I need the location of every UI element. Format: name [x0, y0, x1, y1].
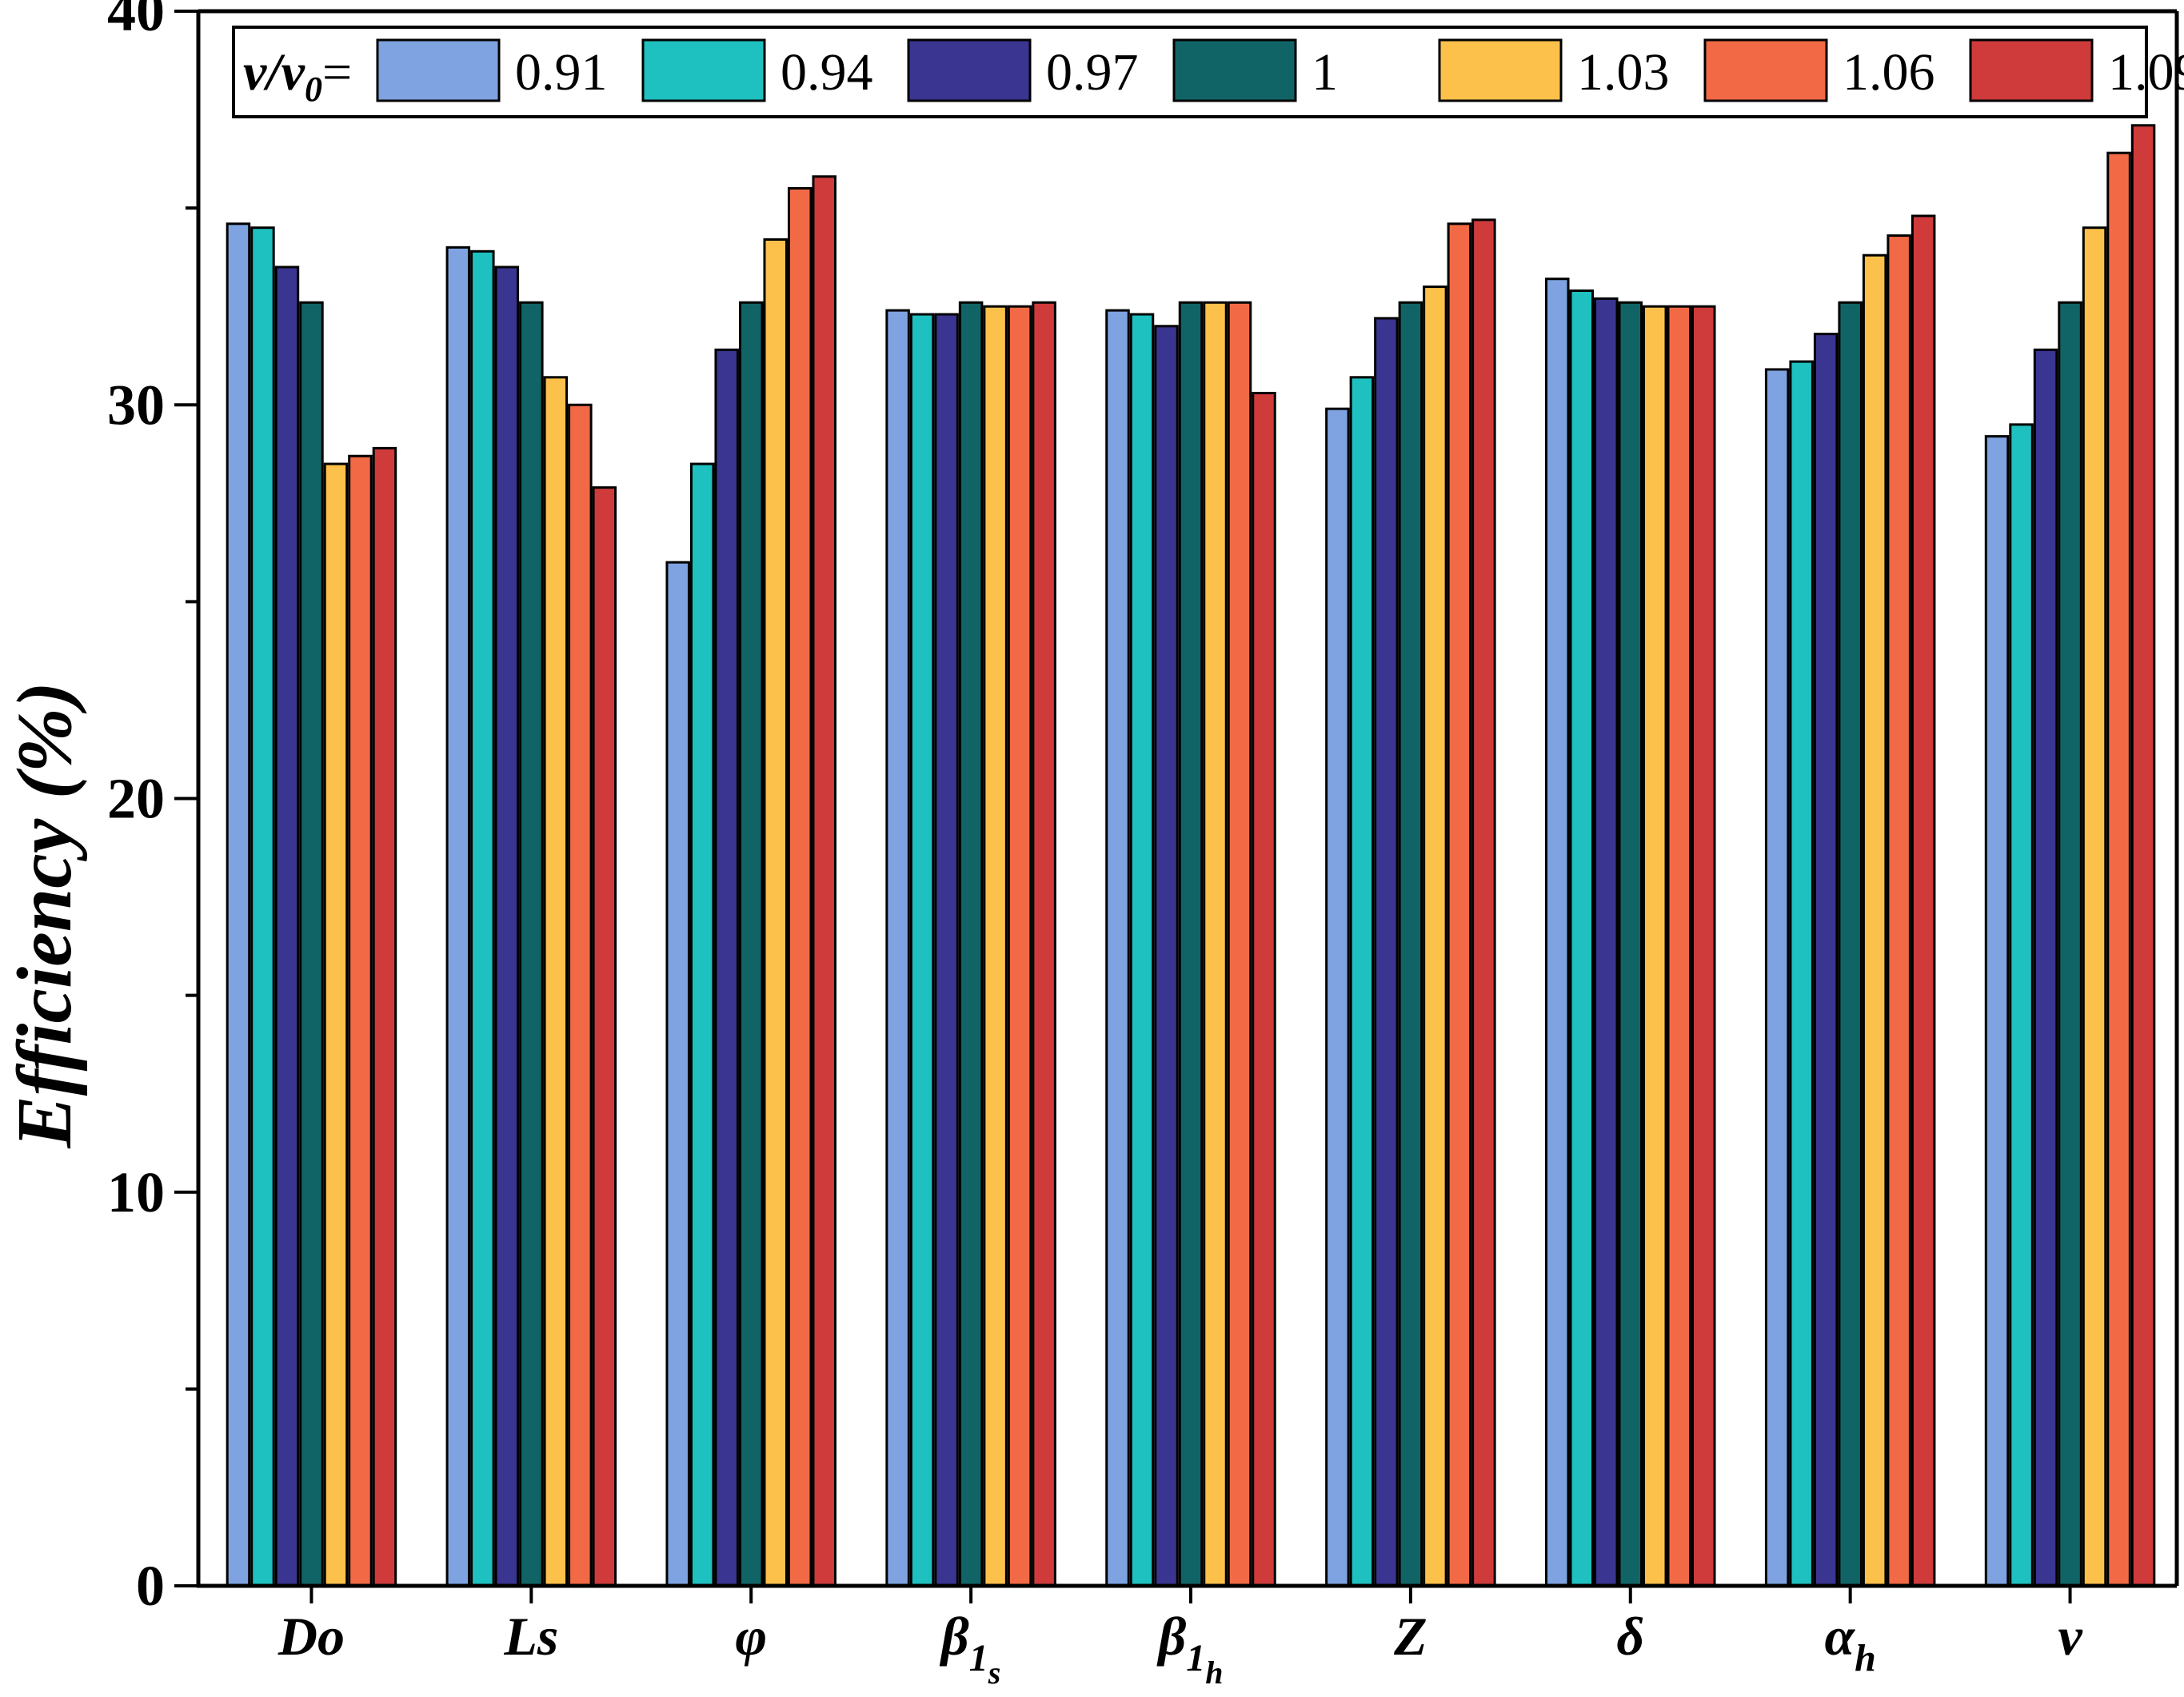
- legend-swatch-0_97: [907, 38, 1032, 102]
- legend-label: 1.03: [1577, 43, 1670, 102]
- bar-0_91-cat5: [1325, 407, 1350, 1587]
- bar-0_91-cat4: [1105, 309, 1130, 1587]
- bar-1_09-cat6: [1691, 305, 1716, 1587]
- y-tick-label: 10: [107, 1160, 165, 1224]
- bar-0_97-cat3: [934, 313, 959, 1587]
- x-category-label: Z: [1393, 1606, 1427, 1667]
- bar-1_03-cat4: [1203, 301, 1228, 1587]
- bar-1_06-cat4: [1227, 301, 1252, 1587]
- bar-1-cat8: [2058, 301, 2082, 1587]
- x-category-label: ν: [2058, 1606, 2082, 1667]
- bar-1-cat5: [1398, 301, 1423, 1587]
- bar-0_94-cat6: [1569, 289, 1595, 1587]
- bar-0_94-cat4: [1129, 313, 1155, 1587]
- bar-0_94-cat8: [2009, 423, 2034, 1587]
- bar-1_03-cat1: [543, 376, 569, 1587]
- bars-group: [226, 124, 2156, 1587]
- legend-label: 0.91: [515, 43, 608, 102]
- bar-0_94-cat2: [689, 462, 715, 1587]
- bar-1_09-cat2: [812, 175, 836, 1587]
- bar-1_06-cat0: [348, 454, 373, 1587]
- bar-1_09-cat4: [1252, 391, 1276, 1587]
- y-tick-label: 20: [107, 767, 165, 831]
- bar-0_91-cat6: [1545, 278, 1570, 1587]
- axes-group: 0 10 20 30 40 Do Ls φ β1s β1h Z δ αh ν: [107, 0, 2179, 1691]
- bar-1_09-cat8: [2130, 124, 2156, 1587]
- legend-label: 0.94: [781, 43, 873, 102]
- bar-0_94-cat3: [909, 313, 935, 1587]
- y-tick-label: 30: [107, 373, 165, 437]
- bar-0_97-cat5: [1374, 317, 1399, 1587]
- bar-0_91-cat7: [1764, 368, 1790, 1587]
- bar-0_91-cat3: [885, 309, 910, 1587]
- legend: v/v0= 0.91 0.94 0.97 1 1.03 1.06 1.09: [232, 26, 2184, 118]
- bar-1_03-cat0: [323, 462, 349, 1587]
- legend-swatch-1: [1172, 38, 1297, 102]
- bar-0_94-cat7: [1789, 360, 1814, 1587]
- bar-1_09-cat1: [592, 486, 617, 1587]
- bar-0_91-cat0: [226, 222, 251, 1587]
- x-category-label: Do: [277, 1606, 345, 1667]
- legend-label: 0.97: [1046, 43, 1139, 102]
- y-tick-label: 40: [107, 0, 165, 43]
- bar-1_06-cat7: [1887, 234, 1911, 1587]
- bar-1-cat3: [958, 301, 984, 1587]
- x-category-label: β1h: [1156, 1606, 1223, 1691]
- bar-1_06-cat2: [787, 187, 813, 1587]
- legend-swatch-0_94: [641, 38, 766, 102]
- legend-swatch-1_09: [1969, 38, 2094, 102]
- bar-1_06-cat8: [2106, 151, 2131, 1587]
- bar-0_91-cat1: [445, 246, 471, 1587]
- bar-1_03-cat8: [2082, 226, 2107, 1587]
- bar-1-cat2: [738, 301, 764, 1587]
- legend-swatch-1_06: [1703, 38, 1828, 102]
- legend-swatch-1_03: [1438, 38, 1563, 102]
- legend-label: 1.06: [1843, 43, 1935, 102]
- bar-0_97-cat2: [714, 348, 739, 1587]
- bar-1-cat1: [519, 301, 544, 1587]
- x-category-label: φ: [735, 1606, 767, 1667]
- legend-prefix: v/v0=: [243, 43, 352, 109]
- y-axis-label: Efficiency (%): [2, 681, 88, 1148]
- x-category-label: δ: [1616, 1606, 1644, 1667]
- bar-0_91-cat8: [1984, 435, 2010, 1587]
- x-category-label: αh: [1825, 1606, 1876, 1679]
- x-category-label: Ls: [503, 1606, 558, 1667]
- bar-1-cat7: [1838, 301, 1863, 1587]
- bar-1_03-cat6: [1643, 305, 1667, 1587]
- y-tick-label: 0: [136, 1554, 165, 1618]
- bar-1-cat0: [299, 301, 324, 1587]
- bar-1-cat6: [1618, 301, 1643, 1587]
- legend-label: 1: [1312, 43, 1338, 102]
- bar-0_97-cat4: [1154, 325, 1179, 1587]
- bar-1_03-cat5: [1423, 285, 1447, 1587]
- bar-1_09-cat7: [1911, 214, 1936, 1587]
- bar-1_09-cat0: [372, 446, 397, 1587]
- bar-0_97-cat6: [1594, 297, 1619, 1587]
- bar-1_03-cat2: [763, 238, 788, 1587]
- bar-1_06-cat3: [1007, 305, 1032, 1587]
- bar-0_97-cat1: [494, 266, 520, 1587]
- bar-1-cat4: [1178, 301, 1204, 1587]
- bar-0_97-cat7: [1813, 333, 1839, 1587]
- bar-0_94-cat0: [250, 226, 275, 1587]
- bar-0_94-cat1: [470, 250, 495, 1587]
- bar-1_06-cat5: [1447, 222, 1472, 1587]
- bar-1_03-cat3: [983, 305, 1008, 1587]
- bar-0_97-cat0: [274, 266, 300, 1587]
- bar-0_91-cat2: [665, 561, 690, 1587]
- bar-1_06-cat1: [568, 403, 593, 1587]
- legend-swatch-0_91: [376, 38, 501, 102]
- x-category-label: β1s: [939, 1606, 1000, 1691]
- bar-1_09-cat3: [1032, 301, 1056, 1587]
- bar-1_09-cat5: [1471, 218, 1496, 1587]
- bar-0_94-cat5: [1349, 376, 1375, 1587]
- legend-label: 1.09: [2108, 43, 2184, 102]
- bar-1_03-cat7: [1862, 254, 1887, 1587]
- bar-0_97-cat8: [2033, 348, 2058, 1587]
- bar-1_06-cat6: [1667, 305, 1692, 1587]
